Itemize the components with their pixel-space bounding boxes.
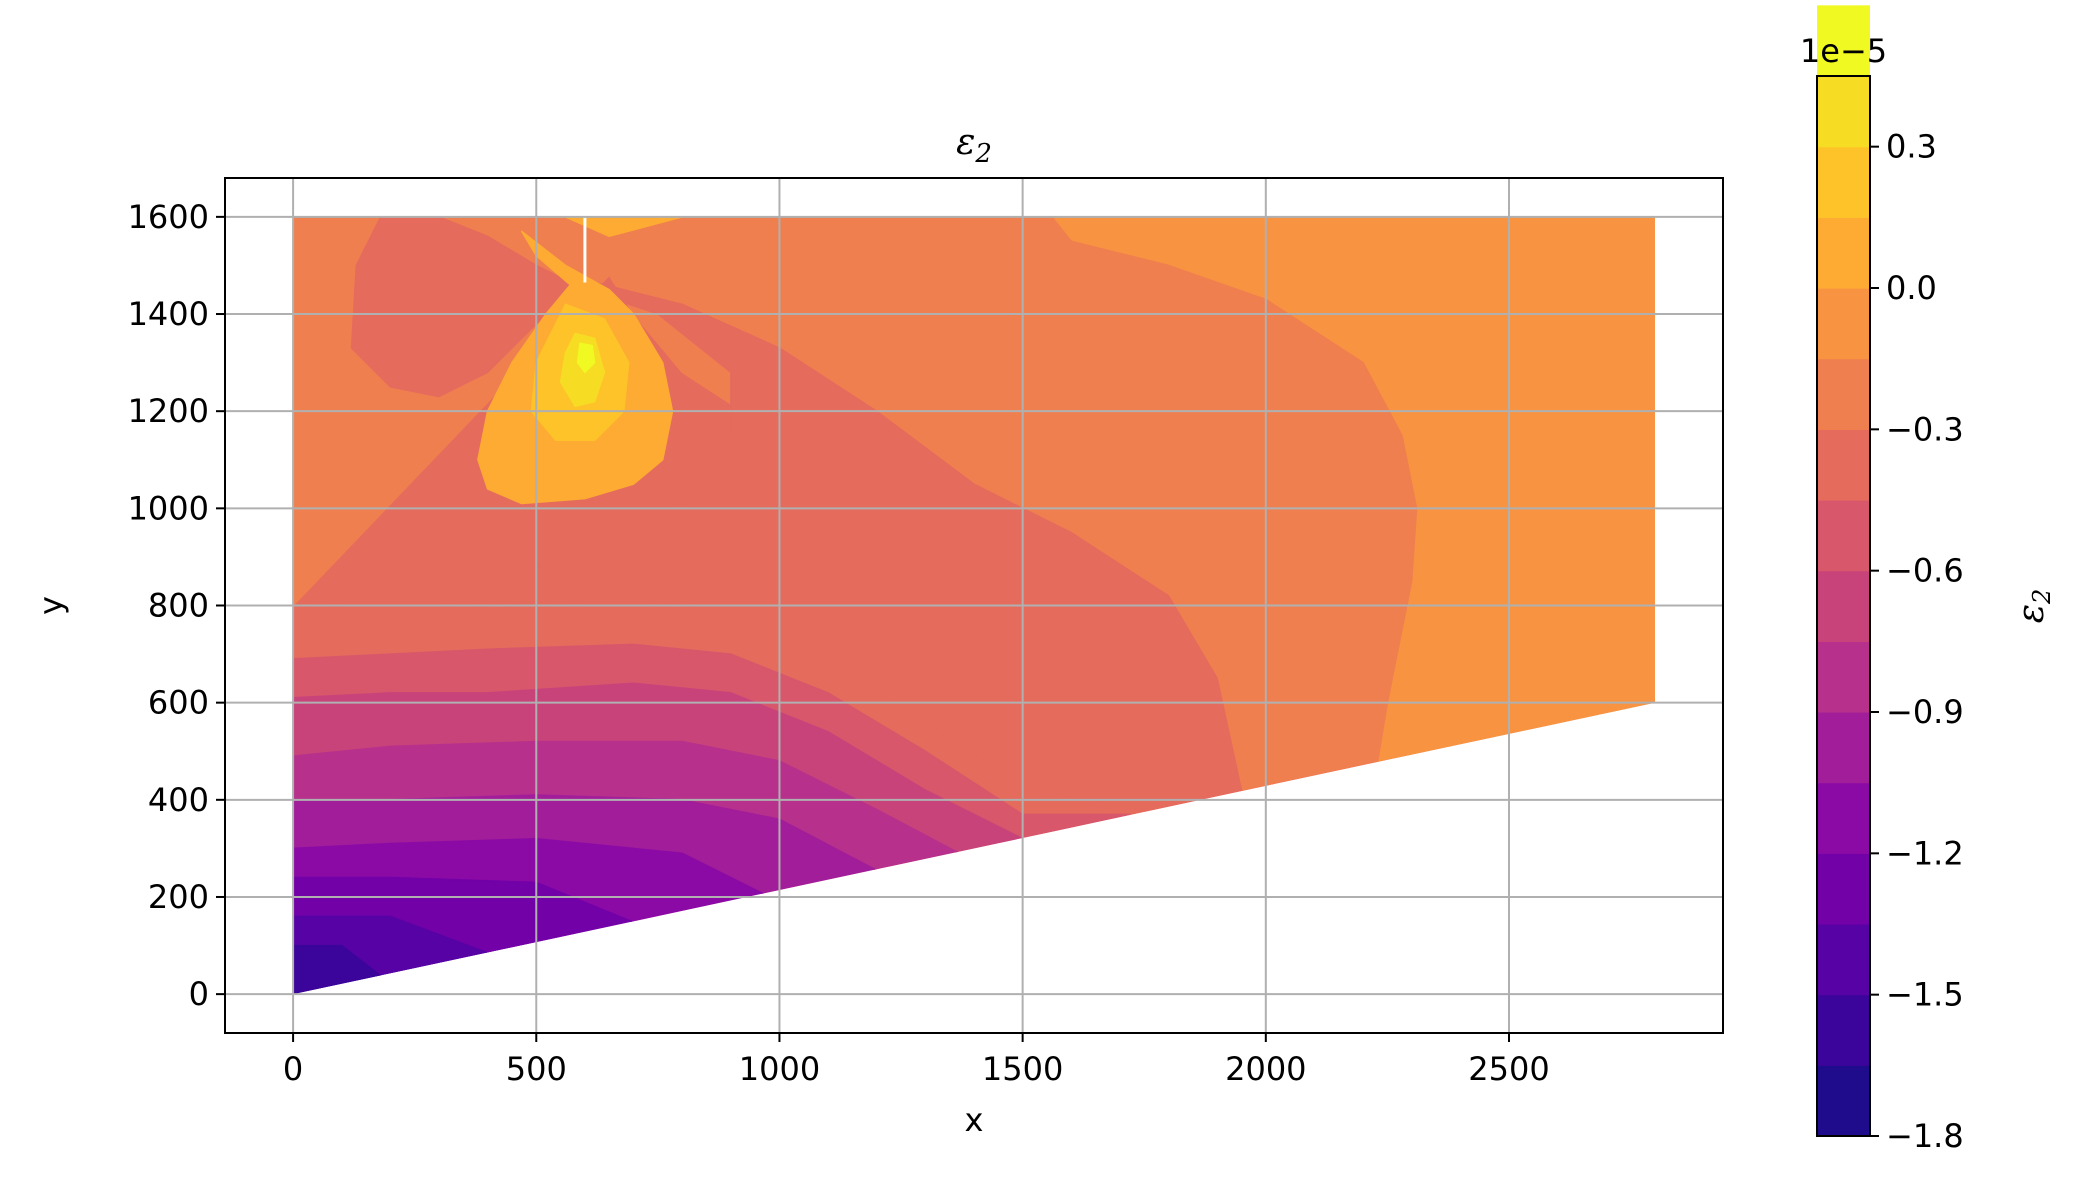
colorbar-band-13 <box>1817 146 1870 218</box>
plot-area: 0 500 1000 1500 2000 2500 0 200 400 600 800 1000 12… <box>128 177 1724 1088</box>
contour-band-17 <box>457 264 508 310</box>
x-tick-label: 1000 <box>739 1050 820 1088</box>
y-tick-label: 600 <box>148 684 209 722</box>
colorbar-band-6 <box>1817 641 1870 713</box>
colorbar-band-2 <box>1817 924 1870 996</box>
colorbar-band-5 <box>1817 712 1870 784</box>
y-tick-label: 1600 <box>128 198 209 236</box>
x-tick-label: 0 <box>283 1050 303 1088</box>
x-tick-label: 500 <box>506 1050 567 1088</box>
colorbar-band-8 <box>1817 500 1870 572</box>
colorbar-tick-label: −1.5 <box>1886 976 1964 1014</box>
colorbar-tick-label: 0.0 <box>1886 269 1937 307</box>
colorbar-band-4 <box>1817 782 1870 854</box>
colorbar-tick-label: −1.2 <box>1886 834 1964 872</box>
colorbar-tick-label: 0.3 <box>1886 128 1937 166</box>
x-axis-label: x <box>965 1101 984 1139</box>
y-tick-label: 200 <box>148 878 209 916</box>
chart-title: ε2 <box>956 122 992 169</box>
colorbar-band-9 <box>1817 429 1870 501</box>
colorbar-frame <box>1816 75 1871 1137</box>
y-tick-label: 400 <box>148 781 209 819</box>
y-tick-label: 1200 <box>128 392 209 430</box>
colorbar: 0.3 0.0 −0.3 −0.6 −0.9 −1.2 −1.5 −1.8 1e−5 ε2 <box>1800 5 2056 1155</box>
colorbar-tick-label: −1.8 <box>1886 1117 1964 1155</box>
x-tick-label: 1500 <box>982 1050 1063 1088</box>
colorbar-tick-label: −0.6 <box>1886 552 1964 590</box>
y-tick-label: 1000 <box>128 489 209 527</box>
x-tick-label: 2500 <box>1468 1050 1549 1088</box>
colorbar-offset-text: 1e−5 <box>1800 32 1887 70</box>
colorbar-bands <box>1817 5 1870 1137</box>
x-axis-ticks: 0 500 1000 1500 2000 2500 <box>283 1033 1550 1088</box>
colorbar-label: ε2 <box>2011 589 2056 624</box>
x-tick-label: 2000 <box>1225 1050 1306 1088</box>
y-tick-label: 0 <box>189 975 209 1013</box>
colorbar-band-7 <box>1817 570 1870 642</box>
colorbar-band-14 <box>1817 76 1870 148</box>
colorbar-band-3 <box>1817 853 1870 925</box>
colorbar-band-12 <box>1817 217 1870 289</box>
y-axis-label: y <box>32 596 70 615</box>
y-tick-label: 800 <box>148 587 209 625</box>
colorbar-band-15 <box>1817 5 1870 77</box>
y-tick-label: 1400 <box>128 295 209 333</box>
colorbar-band-0 <box>1817 1065 1870 1137</box>
colorbar-band-1 <box>1817 994 1870 1066</box>
grid-lines <box>225 178 1723 1033</box>
y-axis-ticks: 0 200 400 600 800 1000 1200 1400 1600 <box>128 198 225 1013</box>
colorbar-tick-label: −0.3 <box>1886 410 1964 448</box>
colorbar-band-11 <box>1817 288 1870 360</box>
contour-band-13 <box>520 216 683 238</box>
colorbar-band-10 <box>1817 358 1870 430</box>
colorbar-tick-label: −0.9 <box>1886 693 1964 731</box>
colorbar-ticks: 0.3 0.0 −0.3 −0.6 −0.9 −1.2 −1.5 −1.8 <box>1870 128 1964 1155</box>
contour-band-16 <box>576 342 596 374</box>
